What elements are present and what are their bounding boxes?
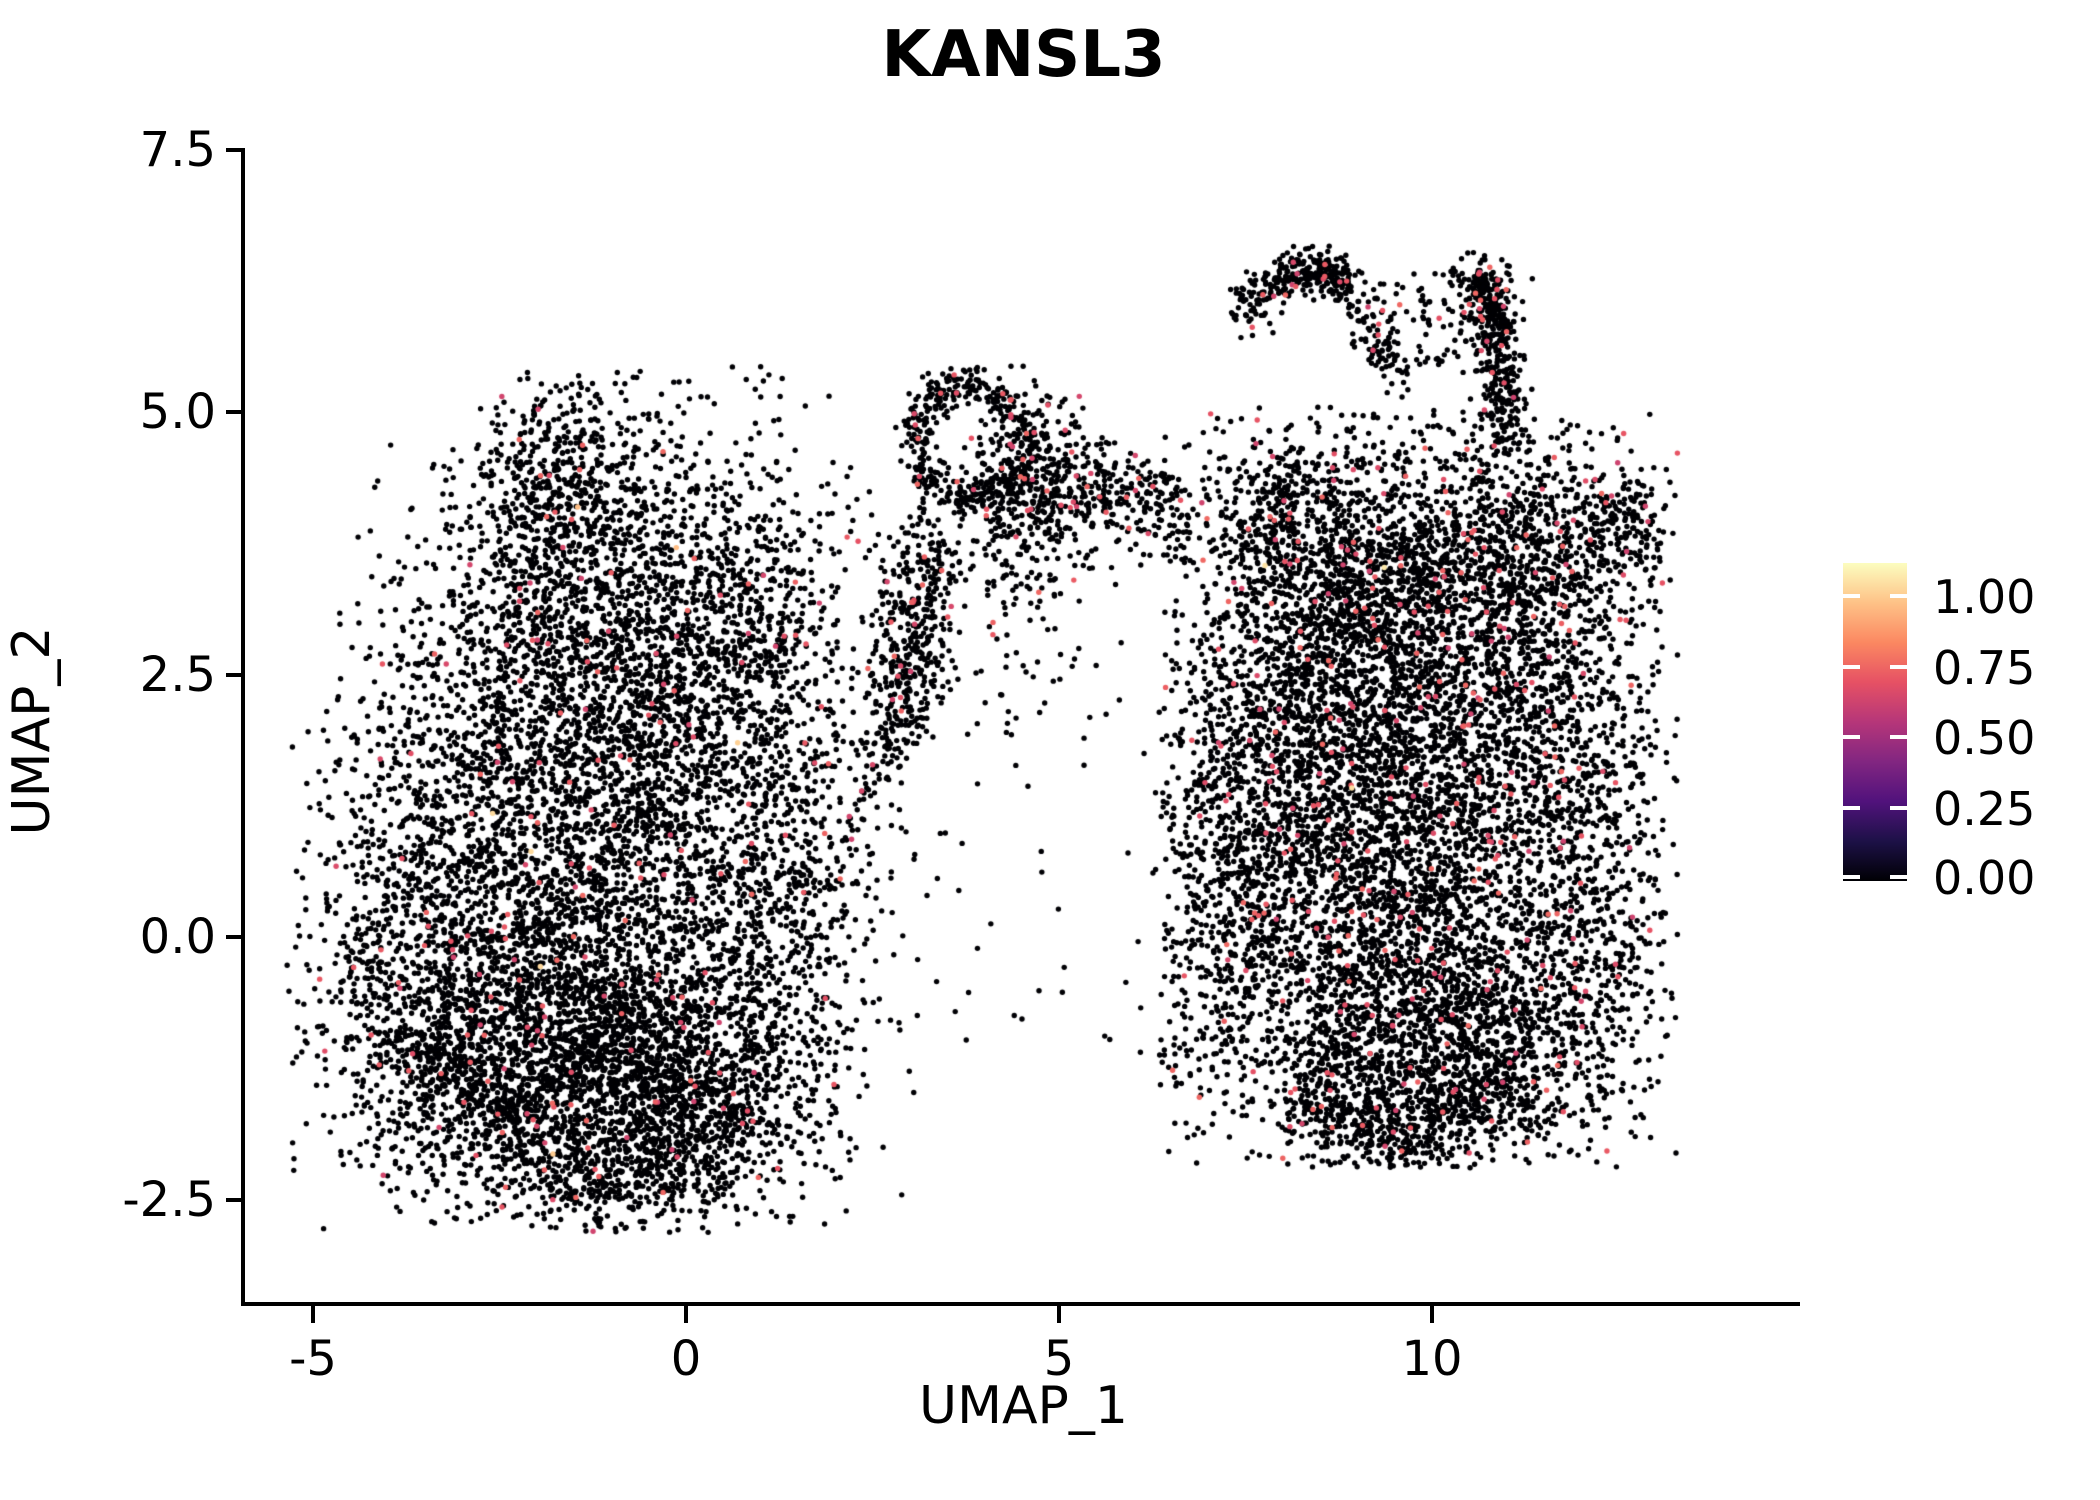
- y-tick-label: 0.0: [139, 909, 216, 965]
- colorbar-tick-label: 0.25: [1933, 781, 2036, 836]
- y-tick-mark: [226, 410, 243, 414]
- colorbar-tick-mark: [1843, 664, 1860, 669]
- x-tick-label: 0: [670, 1331, 702, 1387]
- colorbar-tick-label: 0.50: [1933, 711, 2036, 765]
- colorbar-tick-mark: [1890, 805, 1907, 810]
- x-tick-label: 10: [1401, 1331, 1463, 1387]
- chart-title: KANSL3: [881, 18, 1166, 92]
- colorbar-gradient: [1843, 563, 1907, 881]
- colorbar-tick-label: 0.00: [1933, 851, 2036, 905]
- y-tick-label: -2.5: [122, 1171, 216, 1228]
- y-tick-label: 7.5: [139, 121, 216, 178]
- colorbar-tick-label: 1.00: [1933, 570, 2036, 624]
- colorbar-tick-label: 0.75: [1933, 640, 2036, 695]
- y-tick-mark: [226, 672, 243, 677]
- y-tick-mark: [226, 147, 243, 152]
- x-axis-title: UMAP_1: [919, 1376, 1128, 1436]
- y-tick-label: 5.0: [139, 384, 216, 440]
- colorbar-tick-mark: [1843, 594, 1860, 598]
- expression-colorbar: [1843, 563, 1907, 881]
- colorbar-tick-mark: [1843, 805, 1860, 810]
- colorbar-tick-mark: [1890, 875, 1907, 879]
- x-tick-mark: [311, 1306, 315, 1323]
- x-tick-mark: [1430, 1306, 1434, 1323]
- y-axis-line: [241, 148, 245, 1306]
- x-tick-label: 5: [1043, 1331, 1075, 1387]
- colorbar-tick-mark: [1843, 875, 1860, 879]
- colorbar-tick-mark: [1890, 664, 1907, 669]
- y-axis-title: UMAP_2: [2, 626, 62, 836]
- y-tick-mark: [226, 1197, 243, 1202]
- y-tick-label: 2.5: [139, 646, 216, 703]
- x-tick-mark: [1057, 1306, 1061, 1323]
- y-tick-mark: [226, 935, 243, 939]
- x-tick-mark: [684, 1306, 688, 1323]
- x-axis-line: [241, 1302, 1800, 1306]
- x-tick-label: -5: [289, 1331, 337, 1387]
- colorbar-tick-mark: [1890, 594, 1907, 598]
- colorbar-tick-mark: [1890, 735, 1907, 739]
- colorbar-tick-mark: [1843, 735, 1860, 739]
